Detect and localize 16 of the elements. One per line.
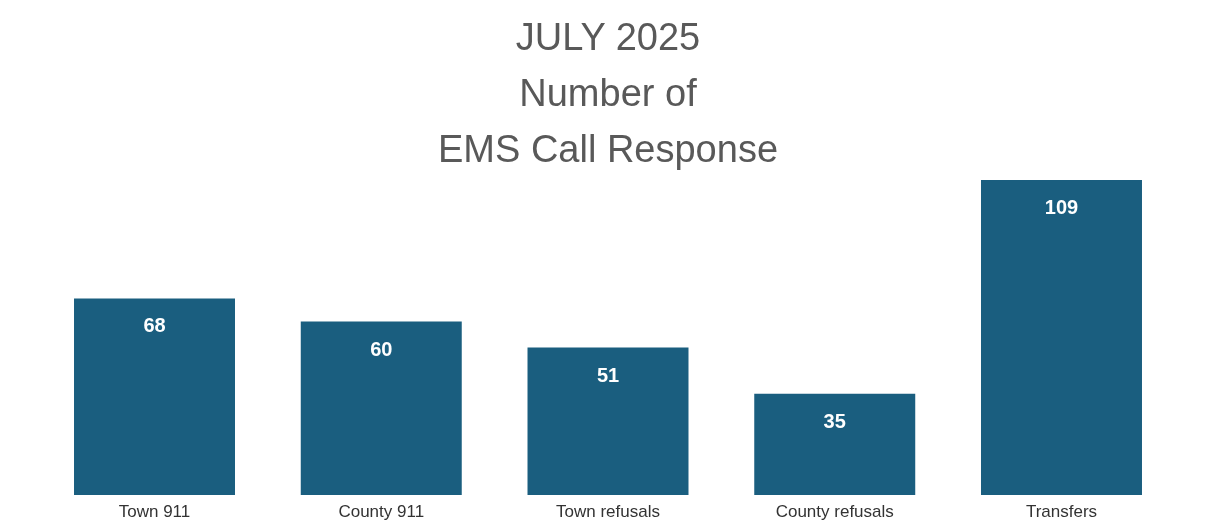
bar	[981, 180, 1142, 495]
bar	[754, 393, 916, 495]
data-label: 51	[596, 363, 620, 386]
data-label: 35	[823, 409, 846, 432]
chart-title: JULY 2025 Number of EMS Call Response	[437, 16, 779, 170]
data-label: 109	[1044, 196, 1079, 218]
x-tick-label: Town 911	[118, 501, 191, 521]
x-tick-label: County 911	[338, 501, 425, 521]
bar	[527, 347, 689, 495]
bar	[300, 321, 462, 495]
x-tick-label: Town refusals	[556, 501, 660, 521]
bar	[74, 298, 235, 495]
x-tick-label: County refusals	[775, 501, 894, 521]
data-label: 60	[370, 337, 393, 360]
x-tick-label: Transfers	[1025, 501, 1098, 521]
data-label: 68	[143, 314, 166, 337]
